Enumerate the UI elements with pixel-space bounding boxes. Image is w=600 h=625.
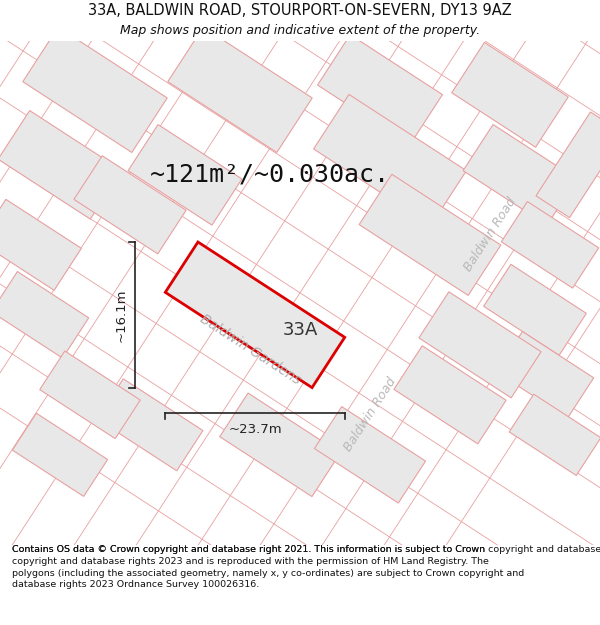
Text: Baldwin Gardens: Baldwin Gardens xyxy=(197,312,303,388)
Text: ~121m²/~0.030ac.: ~121m²/~0.030ac. xyxy=(150,162,390,187)
Text: Contains OS data © Crown copyright and database right 2021. This information is : Contains OS data © Crown copyright and d… xyxy=(12,545,600,554)
Polygon shape xyxy=(165,242,345,388)
Text: Contains OS data © Crown copyright and database right 2021. This information is : Contains OS data © Crown copyright and d… xyxy=(12,545,524,589)
Polygon shape xyxy=(484,264,586,355)
Polygon shape xyxy=(509,394,600,476)
Polygon shape xyxy=(359,174,501,296)
Text: 33A: 33A xyxy=(283,321,317,339)
Text: ~23.7m: ~23.7m xyxy=(228,422,282,436)
Polygon shape xyxy=(314,407,425,503)
Polygon shape xyxy=(23,27,167,152)
Text: 33A, BALDWIN ROAD, STOURPORT-ON-SEVERN, DY13 9AZ: 33A, BALDWIN ROAD, STOURPORT-ON-SEVERN, … xyxy=(88,2,512,18)
Polygon shape xyxy=(317,35,442,145)
Polygon shape xyxy=(501,201,599,288)
Text: Baldwin Road: Baldwin Road xyxy=(341,376,398,454)
Polygon shape xyxy=(0,199,82,290)
Polygon shape xyxy=(0,271,89,358)
Polygon shape xyxy=(394,346,506,444)
Polygon shape xyxy=(463,124,577,225)
Polygon shape xyxy=(168,27,312,152)
Polygon shape xyxy=(452,42,568,148)
Polygon shape xyxy=(496,331,594,418)
Polygon shape xyxy=(419,292,541,398)
Polygon shape xyxy=(97,379,203,471)
Polygon shape xyxy=(314,94,466,225)
Text: Map shows position and indicative extent of the property.: Map shows position and indicative extent… xyxy=(120,24,480,37)
Polygon shape xyxy=(220,393,340,497)
Polygon shape xyxy=(40,351,140,439)
Polygon shape xyxy=(0,111,122,219)
Polygon shape xyxy=(74,156,186,254)
Polygon shape xyxy=(13,413,107,496)
Polygon shape xyxy=(128,124,242,225)
Text: Baldwin Road: Baldwin Road xyxy=(461,196,518,274)
Text: ~16.1m: ~16.1m xyxy=(114,288,127,341)
Polygon shape xyxy=(536,112,600,218)
